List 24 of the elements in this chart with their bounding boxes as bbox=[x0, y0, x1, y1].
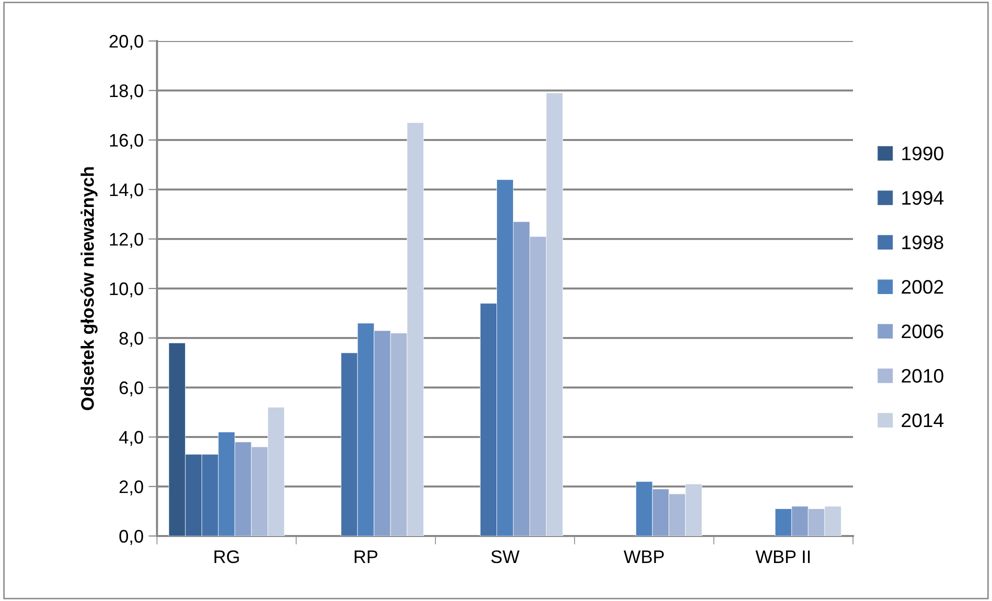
legend-label: 1994 bbox=[902, 191, 944, 205]
y-tick-label: 10,0 bbox=[110, 282, 144, 298]
x-tick-label: RG bbox=[214, 550, 239, 564]
y-tick-label: 12,0 bbox=[110, 232, 144, 248]
y-tick-label: 14,0 bbox=[110, 183, 144, 198]
x-tick-label: WBP II bbox=[756, 550, 810, 563]
legend-label: 2014 bbox=[902, 413, 944, 428]
y-tick-label: 6,0 bbox=[120, 381, 144, 396]
y-axis-title: Odsetek głosów nieważnych bbox=[80, 167, 98, 410]
y-tick-label: 8,0 bbox=[119, 332, 144, 347]
y-tick-label: 4,0 bbox=[119, 430, 144, 446]
x-tick-label: WBP bbox=[624, 550, 664, 563]
legend-label: 2010 bbox=[902, 368, 944, 383]
legend-label: 1998 bbox=[902, 236, 944, 250]
x-tick-label: SW bbox=[491, 550, 520, 564]
y-tick-label: 16,0 bbox=[110, 134, 144, 149]
legend-label: 2002 bbox=[902, 280, 944, 294]
y-tick-label: 0,0 bbox=[119, 530, 144, 545]
legend-label: 1990 bbox=[902, 146, 944, 160]
x-tick-label: RP bbox=[354, 550, 378, 563]
legend-label: 2006 bbox=[902, 324, 944, 338]
y-tick-label: 2,0 bbox=[120, 480, 144, 496]
y-tick-label: 20,0 bbox=[110, 34, 144, 50]
y-tick-label: 18,0 bbox=[110, 84, 144, 100]
